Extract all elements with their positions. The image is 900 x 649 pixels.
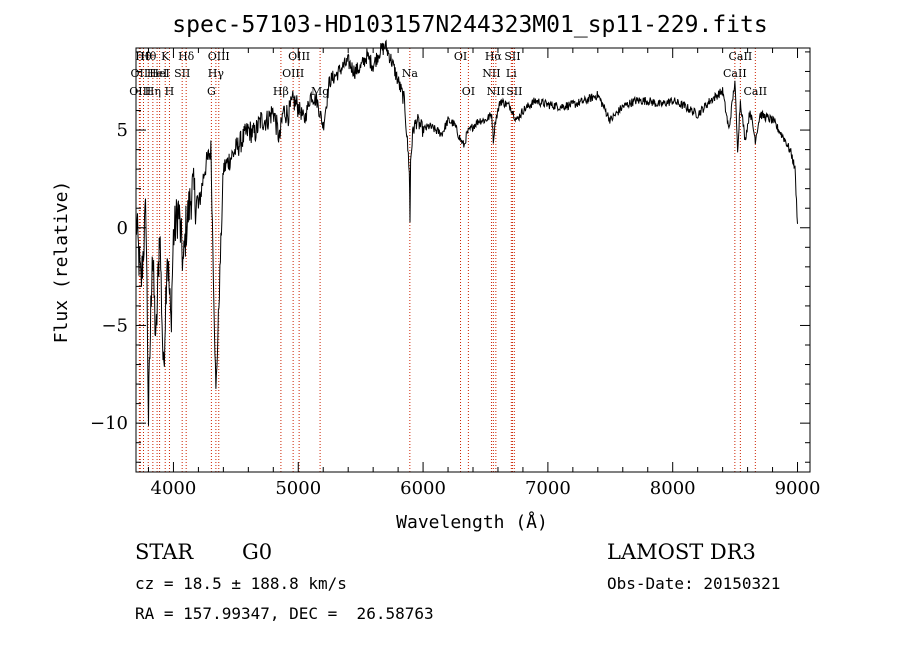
- y-tick-label: 0: [117, 218, 128, 239]
- spectral-line-label: NII: [482, 67, 500, 80]
- spectrum-line: [135, 39, 798, 426]
- x-tick-label: 7000: [525, 478, 571, 499]
- spectral-line-label: Hθ: [140, 50, 157, 63]
- x-tick-label: 8000: [650, 478, 696, 499]
- spectral-line-label: CaII: [729, 50, 753, 63]
- spectral-line-label: Li: [506, 67, 517, 80]
- spectral-line-label: K: [161, 50, 170, 63]
- object-subclass: G0: [242, 540, 273, 564]
- spectral-line-label: OI: [462, 85, 475, 98]
- spectral-line-label: H: [165, 85, 175, 98]
- x-tick-label: 6000: [400, 478, 446, 499]
- spectral-line-label: G: [207, 85, 216, 98]
- y-tick-label: 5: [117, 120, 128, 141]
- spectral-line-label: Hγ: [208, 67, 225, 80]
- spectral-line-markers: [138, 48, 756, 472]
- spectral-line-label: Mg: [311, 85, 329, 98]
- plot-frame: [135, 47, 811, 473]
- redshift-text: cz = 18.5 ± 188.8 km/s: [135, 574, 347, 593]
- spectral-line-label: Hδ: [178, 50, 195, 63]
- spectral-line-label: OIII: [208, 50, 230, 63]
- spectral-line-label: NII: [487, 85, 505, 98]
- spectral-line-label: Na: [402, 67, 419, 80]
- spectral-line-label: SII: [504, 50, 520, 63]
- spectral-line-label: HeI: [149, 67, 169, 80]
- spectral-line-label: Hβ: [273, 85, 289, 98]
- spectral-line-label: OIII: [282, 67, 304, 80]
- spectral-line-label: Hθ: [135, 50, 152, 63]
- spectral-line-label: OIII: [129, 85, 151, 98]
- spectral-line-label: Hη: [145, 85, 161, 98]
- spectral-line-label: Hα: [485, 50, 503, 63]
- y-tick-label: −5: [101, 315, 128, 336]
- obs-date: Obs-Date: 20150321: [607, 574, 781, 593]
- spectral-line-label: OI: [454, 50, 467, 63]
- spectral-line-label: CaII: [743, 85, 767, 98]
- x-tick-label: 5000: [275, 478, 321, 499]
- spectral-line-label: OIII: [288, 50, 310, 63]
- survey-name: LAMOST DR3: [607, 540, 756, 564]
- spectral-line-label: SII: [174, 67, 190, 80]
- spectral-line-labels: OIIOIIIHθHθHηHeIHeIKHSIIHδGHγOIIIHβOIIIO…: [129, 50, 767, 98]
- spectral-line-label: CaII: [723, 67, 747, 80]
- spectral-line-label: HeI: [147, 67, 167, 80]
- axis-ticks: 4000 5000 6000 7000 8000 9000 −10 −5 0 5: [90, 48, 820, 499]
- chart-title: spec-57103-HD103157N244323M01_sp11-229.f…: [172, 12, 767, 38]
- x-tick-label: 9000: [775, 478, 821, 499]
- y-tick-label: −10: [90, 413, 128, 434]
- object-class: STAR: [135, 540, 194, 564]
- x-tick-label: 4000: [151, 478, 197, 499]
- x-axis-label: Wavelength (Å): [396, 511, 548, 533]
- y-axis-label: Flux (relative): [51, 181, 72, 344]
- spectral-line-label: OII: [131, 67, 149, 80]
- spectral-line-label: SII: [506, 85, 522, 98]
- coordinates: RA = 157.99347, DEC = 26.58763: [135, 604, 434, 623]
